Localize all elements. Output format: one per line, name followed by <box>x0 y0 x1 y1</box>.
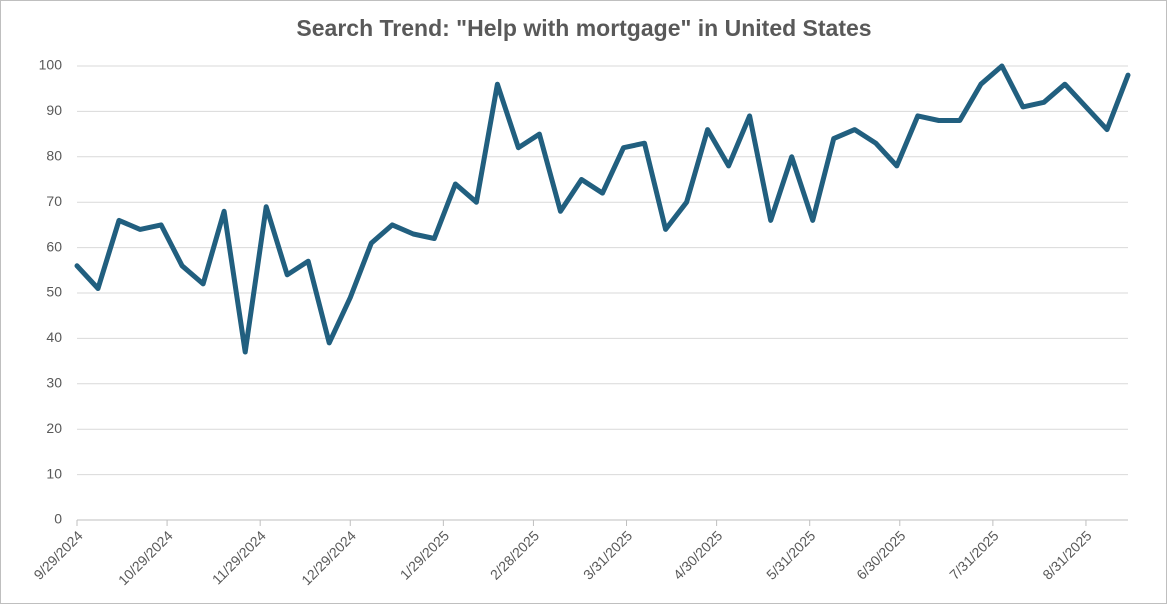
trend-line <box>74 63 1131 355</box>
y-tick-label: 90 <box>46 102 62 118</box>
y-tick-label: 100 <box>39 57 63 73</box>
y-tick-label: 30 <box>46 375 62 391</box>
y-tick-label: 80 <box>46 148 62 164</box>
y-tick-label: 50 <box>46 284 62 300</box>
y-tick-label: 10 <box>46 465 62 481</box>
y-tick-label: 60 <box>46 238 62 254</box>
y-tick-label: 40 <box>46 329 62 345</box>
y-tick-label: 0 <box>54 511 62 527</box>
y-tick-label: 70 <box>46 193 62 209</box>
chart-title: Search Trend: "Help with mortgage" in Un… <box>296 15 871 41</box>
y-tick-label: 20 <box>46 420 62 436</box>
